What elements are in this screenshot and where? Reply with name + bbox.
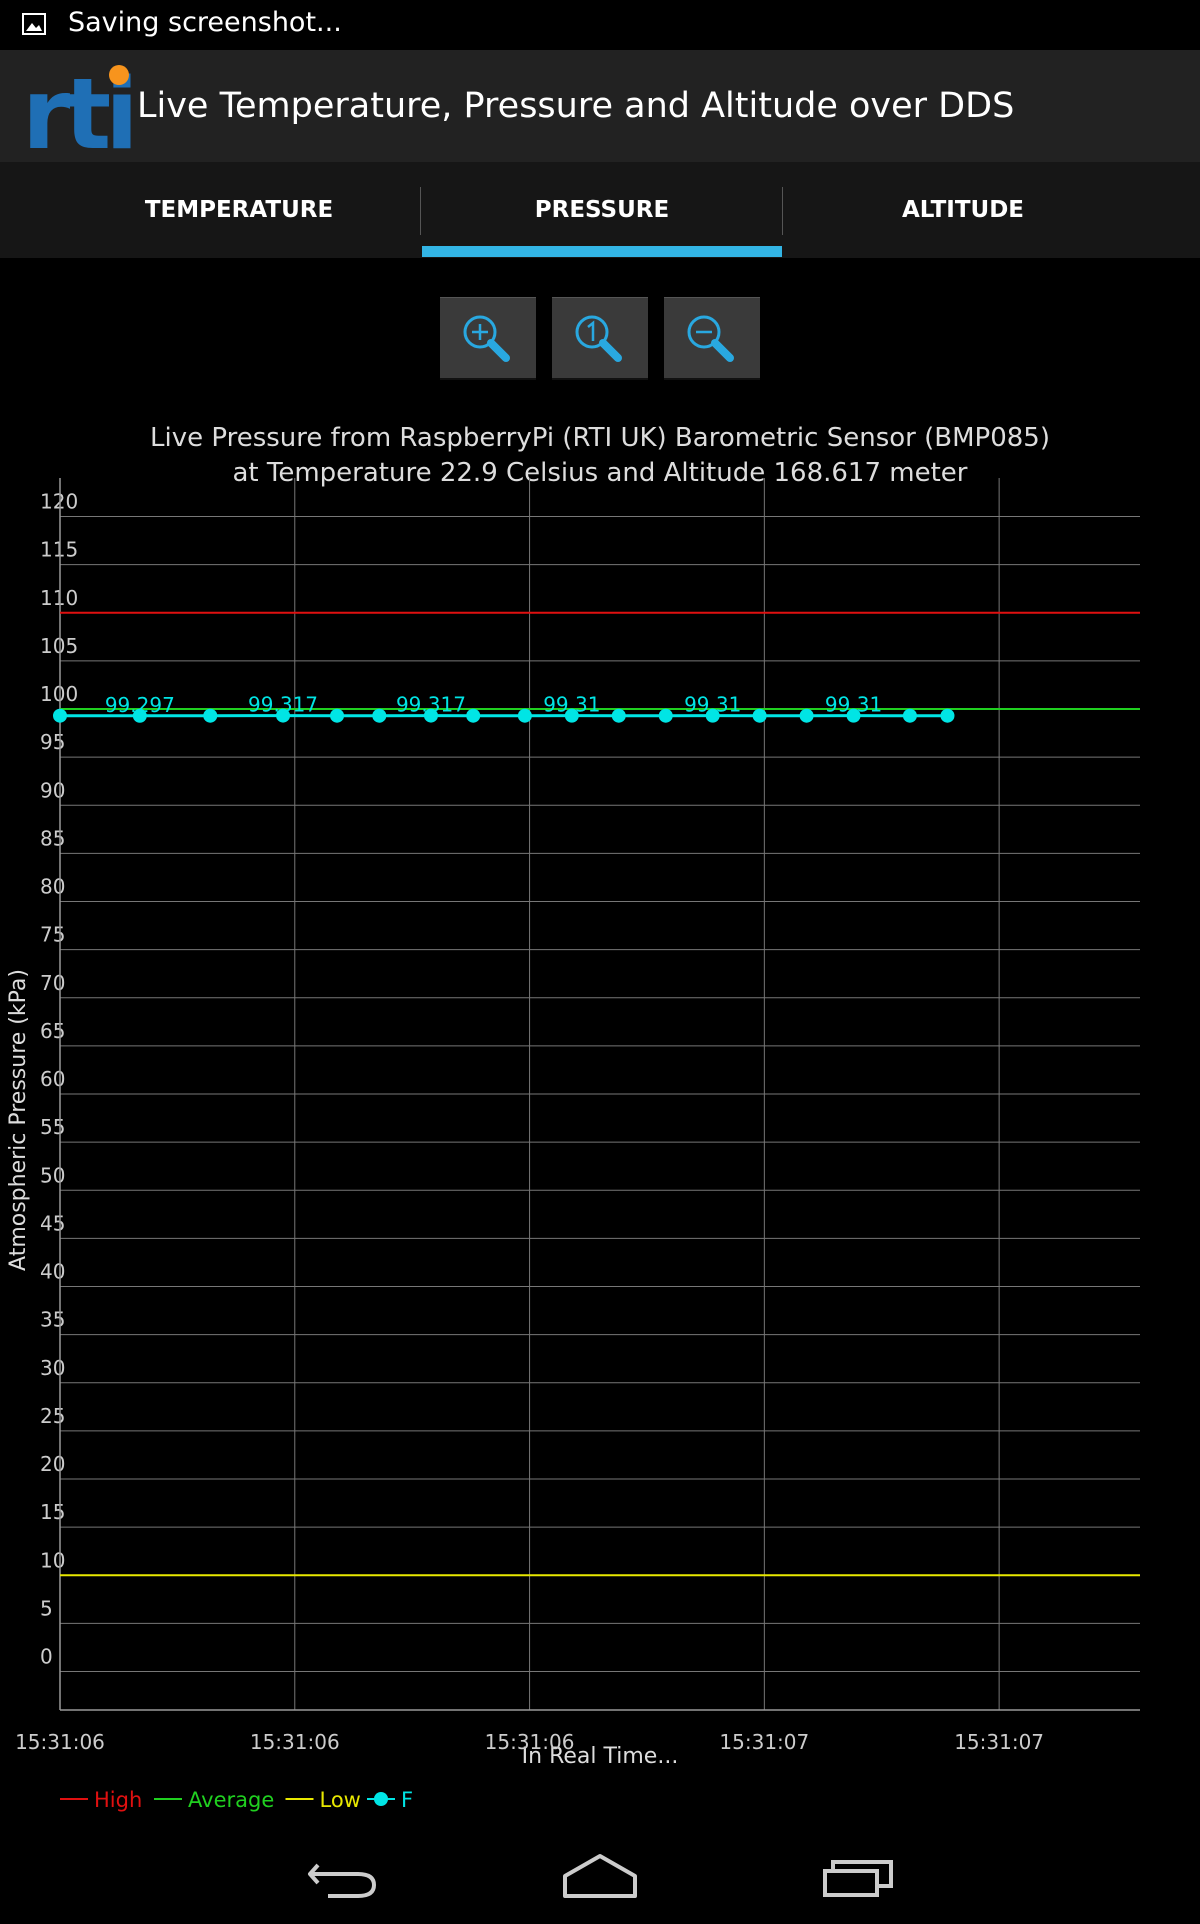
y-tick-label: 35 [40,1308,65,1332]
y-tick-label: 85 [40,826,65,850]
y-tick-label: 5 [40,1596,53,1620]
chart-title: Live Pressure from RaspberryPi (RTI UK) … [150,423,1050,453]
y-tick-label: 40 [40,1260,65,1284]
data-point [466,709,480,723]
x-tick-label: 15:31:06 [15,1730,105,1754]
data-point [940,709,954,723]
x-tick-label: 15:31:07 [719,1730,809,1754]
data-point [753,709,767,723]
data-label: 99.297 [105,693,175,717]
y-tick-label: 95 [40,730,65,754]
y-tick-label: 55 [40,1115,65,1139]
y-tick-label: 90 [40,778,65,802]
data-point [203,709,217,723]
x-tick-label: 15:31:06 [250,1730,340,1754]
data-point [53,709,67,723]
back-button[interactable] [288,1830,398,1920]
data-label: 99.317 [396,693,466,717]
data-point [612,709,626,723]
data-point [659,709,673,723]
data-point [330,709,344,723]
data-label: 99.31 [825,693,882,717]
data-point [800,709,814,723]
y-tick-label: 105 [40,634,78,658]
legend-label: Average [188,1788,274,1812]
data-label: 99.317 [248,693,318,717]
y-tick-label: 75 [40,923,65,947]
recents-icon [803,1830,913,1920]
y-tick-label: 25 [40,1404,65,1428]
y-tick-label: 45 [40,1211,65,1235]
y-tick-label: 10 [40,1548,65,1572]
legend-label: Low [320,1788,361,1812]
home-button[interactable] [545,1830,655,1920]
home-icon [545,1830,655,1920]
y-tick-label: 30 [40,1356,65,1380]
data-point [372,709,386,723]
y-tick-label: 115 [40,538,78,562]
recents-button[interactable] [803,1830,913,1920]
data-point [518,709,532,723]
chart-subtitle: at Temperature 22.9 Celsius and Altitude… [233,458,968,488]
data-point [903,709,917,723]
y-tick-label: 60 [40,1067,65,1091]
back-icon [288,1830,398,1920]
data-label: 99.31 [684,693,741,717]
y-tick-label: 100 [40,682,78,706]
y-tick-label: 20 [40,1452,65,1476]
y-tick-label: 0 [40,1645,53,1669]
x-tick-label: 15:31:06 [485,1730,575,1754]
y-tick-label: 65 [40,1019,65,1043]
y-tick-label: 80 [40,875,65,899]
y-tick-label: 70 [40,971,65,995]
y-tick-label: 110 [40,586,78,610]
legend-marker [374,1792,388,1806]
y-tick-label: 120 [40,490,78,514]
legend-label: F [401,1788,413,1812]
navigation-bar [0,1830,1200,1920]
data-label: 99.31 [543,693,600,717]
x-tick-label: 15:31:07 [954,1730,1044,1754]
pressure-chart[interactable]: Live Pressure from RaspberryPi (RTI UK) … [0,0,1200,1830]
legend-label: High [94,1788,142,1812]
y-tick-label: 50 [40,1163,65,1187]
y-tick-label: 15 [40,1500,65,1524]
y-axis-label: Atmospheric Pressure (kPa) [6,969,31,1271]
